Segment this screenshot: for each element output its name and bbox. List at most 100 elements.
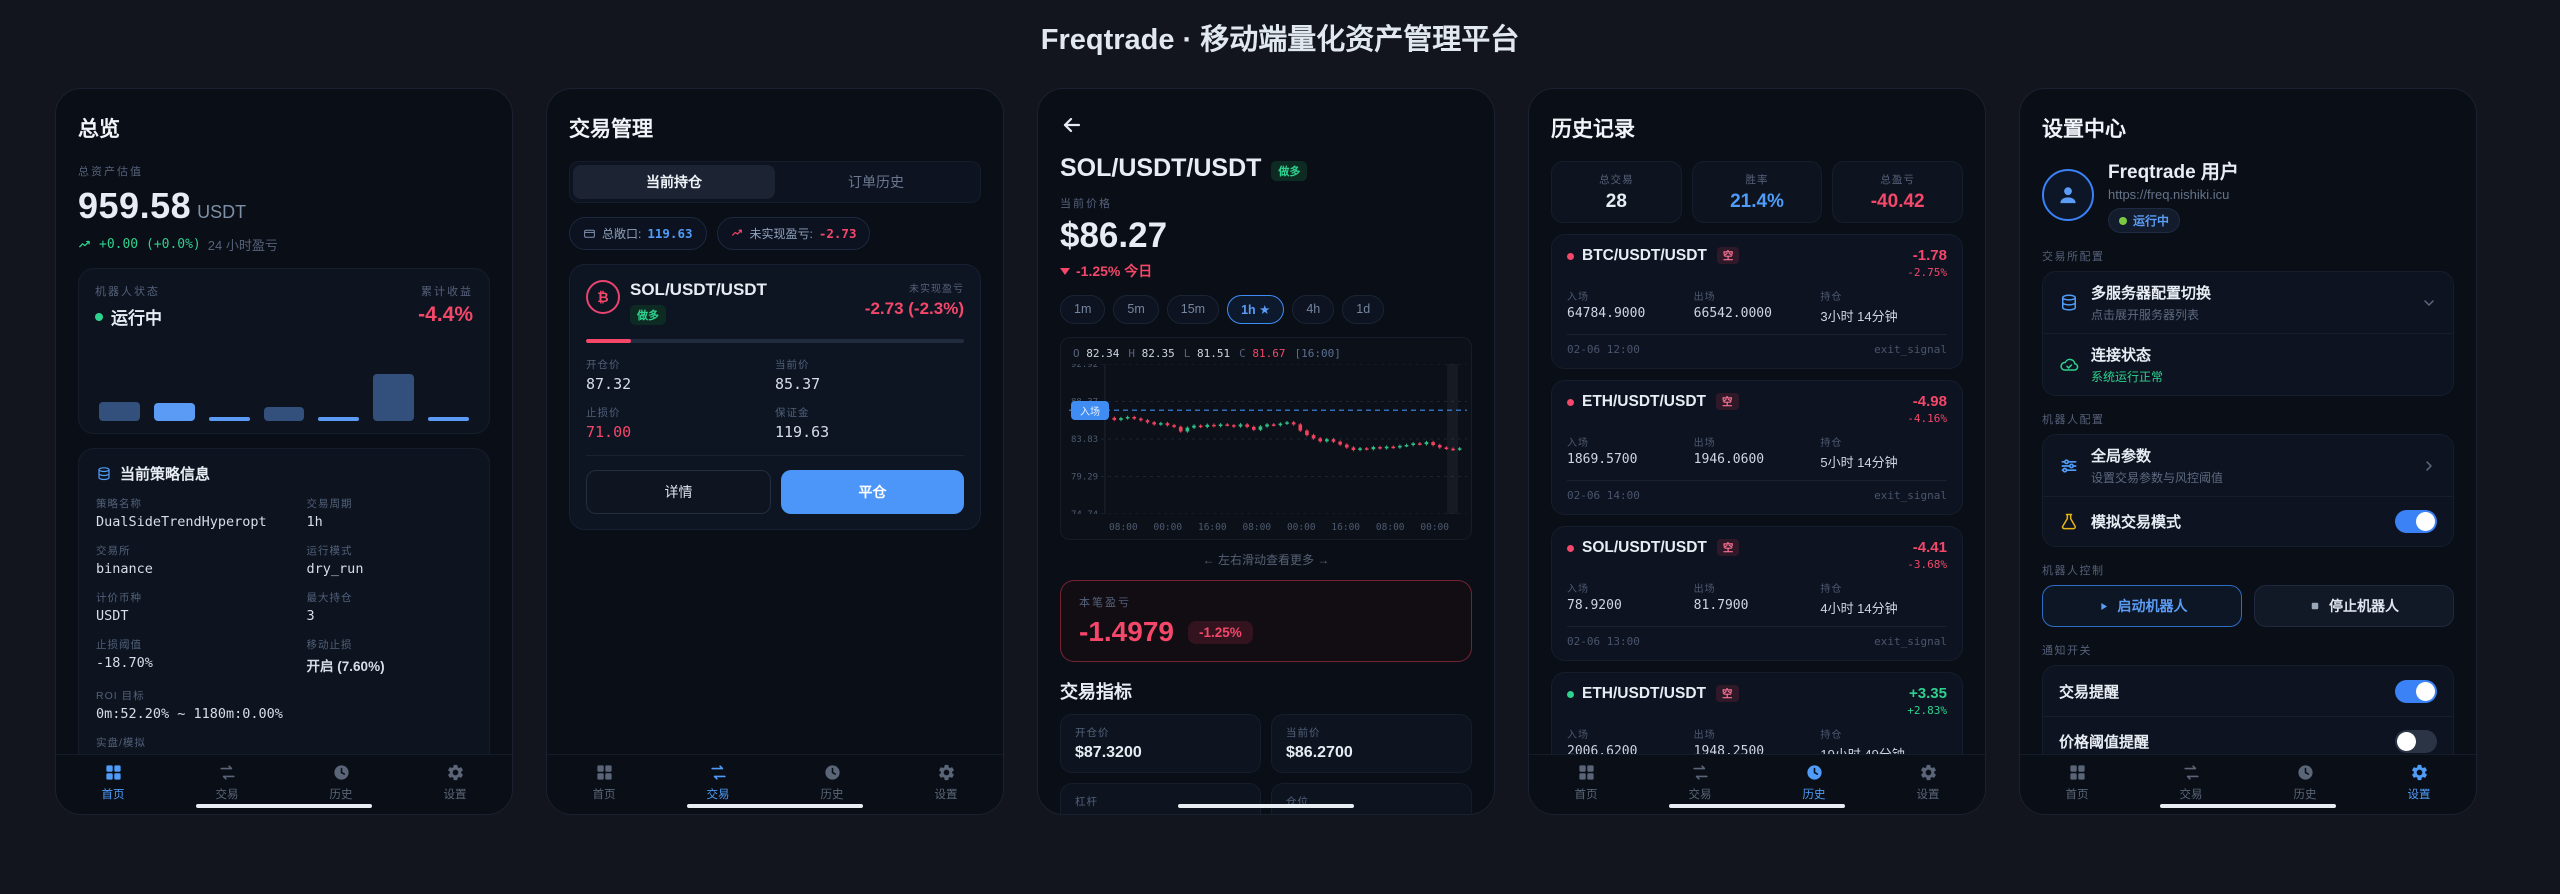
svg-text:79.29: 79.29 [1071, 472, 1098, 482]
tab-settings[interactable]: 设置 [1871, 763, 1985, 814]
open-price-field: 开仓价 87.32 [586, 358, 632, 393]
timeframe-selector: 1m 5m 15m 1h ★ 4h 1d [1060, 295, 1472, 324]
position-card: ₿ SOL/USDT/USDT 做多 未实现盈亏 -2.73 (-2.3%) 开… [569, 264, 981, 530]
swap-icon [219, 765, 235, 780]
tf-4h[interactable]: 4h [1292, 295, 1335, 324]
tab-history[interactable]: 历史 [775, 763, 889, 814]
history-title: 历史记录 [1551, 118, 1635, 141]
close-position-button[interactable]: 平仓 [781, 469, 964, 514]
position-pair: SOL/USDT/USDT [630, 280, 767, 299]
start-bot-button[interactable]: 启动机器人 [2042, 585, 2242, 627]
coin-icon: ₿ [586, 280, 620, 314]
price-alert-row: 价格阈值提醒 [2043, 716, 2453, 766]
tab-home[interactable]: 首页 [2020, 763, 2134, 814]
price-alert-toggle[interactable] [2395, 730, 2437, 753]
long-badge: 做多 [1271, 161, 1308, 181]
swipe-hint: ← 左右滑动查看更多 → [1202, 553, 1330, 567]
stop-price-field: 止损价 71.00 [586, 406, 632, 441]
metric-open-price: 开仓价 $87.3200 [1060, 714, 1261, 773]
overview-title: 总览 [78, 118, 120, 141]
tab-trade[interactable]: 交易 [2134, 763, 2248, 814]
strategy-field: 策略名称 DualSideTrendHyperopt [96, 498, 267, 530]
tf-1d[interactable]: 1d [1342, 295, 1385, 324]
exposure-chip: 总敞口: 119.63 [569, 217, 707, 250]
ohlc-legend: O 82.34 H 82.35 L 81.51 C 81.67 [16:00] [1073, 347, 1341, 360]
flask-icon [2061, 513, 2076, 529]
tab-history[interactable]: 历史 [1757, 763, 1871, 814]
tf-5m[interactable]: 5m [1113, 295, 1159, 324]
trade-alert-toggle[interactable] [2395, 679, 2437, 703]
bot-status-card: 机器人状态 运行中 累计收益 -4.4% [78, 268, 490, 434]
chevron-right-icon [2426, 460, 2432, 471]
person-icon [2060, 187, 2076, 204]
tf-1h[interactable]: 1h ★ [1227, 295, 1285, 324]
section-exchange-config: 交易所配置 [2042, 251, 2105, 263]
connection-status-row[interactable]: 连接状态 系统运行正常 [2043, 333, 2453, 395]
svg-text:92.92: 92.92 [1071, 364, 1098, 370]
tf-15m[interactable]: 15m [1166, 295, 1220, 324]
tf-1m[interactable]: 1m [1060, 295, 1106, 324]
dry-run-toggle[interactable] [2395, 510, 2437, 533]
grid-icon [596, 765, 612, 780]
result-dot [1567, 399, 1574, 406]
current-price-field: 当前价 85.37 [775, 358, 821, 393]
history-item[interactable]: SOL/USDT/USDT 空 -4.41 -3.68% 入场 78.9200 出场… [1551, 526, 1963, 661]
tab-order-history[interactable]: 订单历史 [848, 174, 904, 190]
tab-history[interactable]: 历史 [2248, 763, 2362, 814]
tab-home[interactable]: 首页 [56, 763, 170, 814]
result-dot [1567, 691, 1574, 698]
tab-current-positions[interactable]: 当前持仓 [573, 165, 775, 199]
strategy-header: 当前策略信息 [96, 463, 472, 484]
detail-pair: SOL/USDT/USDT [1060, 154, 1262, 182]
history-item[interactable]: BTC/USDT/USDT 空 -1.78 -2.75% 入场 64784.9000… [1551, 234, 1963, 369]
home-indicator [687, 803, 863, 808]
svg-text:83.83: 83.83 [1071, 435, 1098, 445]
sliders-icon [2061, 458, 2077, 473]
tab-settings[interactable]: 设置 [398, 763, 512, 814]
swap-icon [1692, 765, 1708, 780]
avatar [2042, 169, 2094, 221]
strategy-field: 最大持仓 3 [306, 592, 353, 624]
short-badge: 空 [1716, 247, 1740, 264]
global-params-row[interactable]: 全局参数 设置交易参数与风控阈值 [2043, 435, 2453, 496]
profit-mini-bar-chart [95, 341, 473, 421]
metric-position-size: 仓位119.63 [1271, 783, 1472, 814]
exchange-config-card: 多服务器配置切换 点击展开服务器列表 连接状态 系统运行正常 [2042, 271, 2454, 396]
clock-icon [824, 765, 840, 780]
strategy-field: 移动止损 开启 (7.60%) [306, 639, 385, 674]
trade-pnl-label: 本笔盈亏 [1079, 597, 1131, 609]
section-bot-control: 机器人控制 [2042, 565, 2105, 577]
bot-status-label: 机器人状态 [95, 286, 160, 298]
price-change: -1.25% 今日 [1060, 261, 1472, 281]
gear-icon [938, 764, 954, 781]
chevron-down-icon [2424, 299, 2434, 306]
home-indicator [2160, 803, 2336, 808]
grid-icon [1578, 765, 1594, 780]
clock-icon [2297, 765, 2313, 780]
balance-value: 959.58 USDT [78, 185, 247, 226]
clock-icon [1806, 765, 1822, 780]
gear-icon [2411, 764, 2427, 781]
history-panel: 历史记录 总交易 28 胜率 21.4% 总盈亏 -40.42 BTC/USDT/US… [1528, 88, 1986, 815]
tab-trade[interactable]: 交易 [1643, 763, 1757, 814]
tab-history[interactable]: 历史 [284, 763, 398, 814]
stoploss-progress [586, 339, 964, 343]
history-item[interactable]: ETH/USDT/USDT 空 -4.98 -4.16% 入场 1869.5700 … [1551, 380, 1963, 515]
dry-run-mode-row[interactable]: 模拟交易模式 [2043, 496, 2453, 546]
stop-bot-button[interactable]: 停止机器人 [2254, 585, 2454, 627]
multi-server-row[interactable]: 多服务器配置切换 点击展开服务器列表 [2043, 272, 2453, 333]
tab-home[interactable]: 首页 [1529, 763, 1643, 814]
tab-trade[interactable]: 交易 [170, 763, 284, 814]
tab-trade[interactable]: 交易 [661, 763, 775, 814]
details-button[interactable]: 详情 [586, 469, 771, 514]
stat-winrate: 胜率 21.4% [1691, 161, 1823, 223]
candlestick-chart-card: O 82.34 H 82.35 L 81.51 C 81.67 [16:00] … [1060, 337, 1472, 540]
settings-panel: 设置中心 Freqtrade 用户 https://freq.nishiki.i… [2019, 88, 2477, 815]
back-arrow-icon[interactable] [1060, 113, 1084, 137]
tab-home[interactable]: 首页 [547, 763, 661, 814]
tab-settings[interactable]: 设置 [889, 763, 1003, 814]
strategy-field: 止损阈值 -18.70% [96, 639, 153, 671]
tab-settings[interactable]: 设置 [2362, 763, 2476, 814]
indicators-header: 交易指标 [1060, 682, 1132, 702]
